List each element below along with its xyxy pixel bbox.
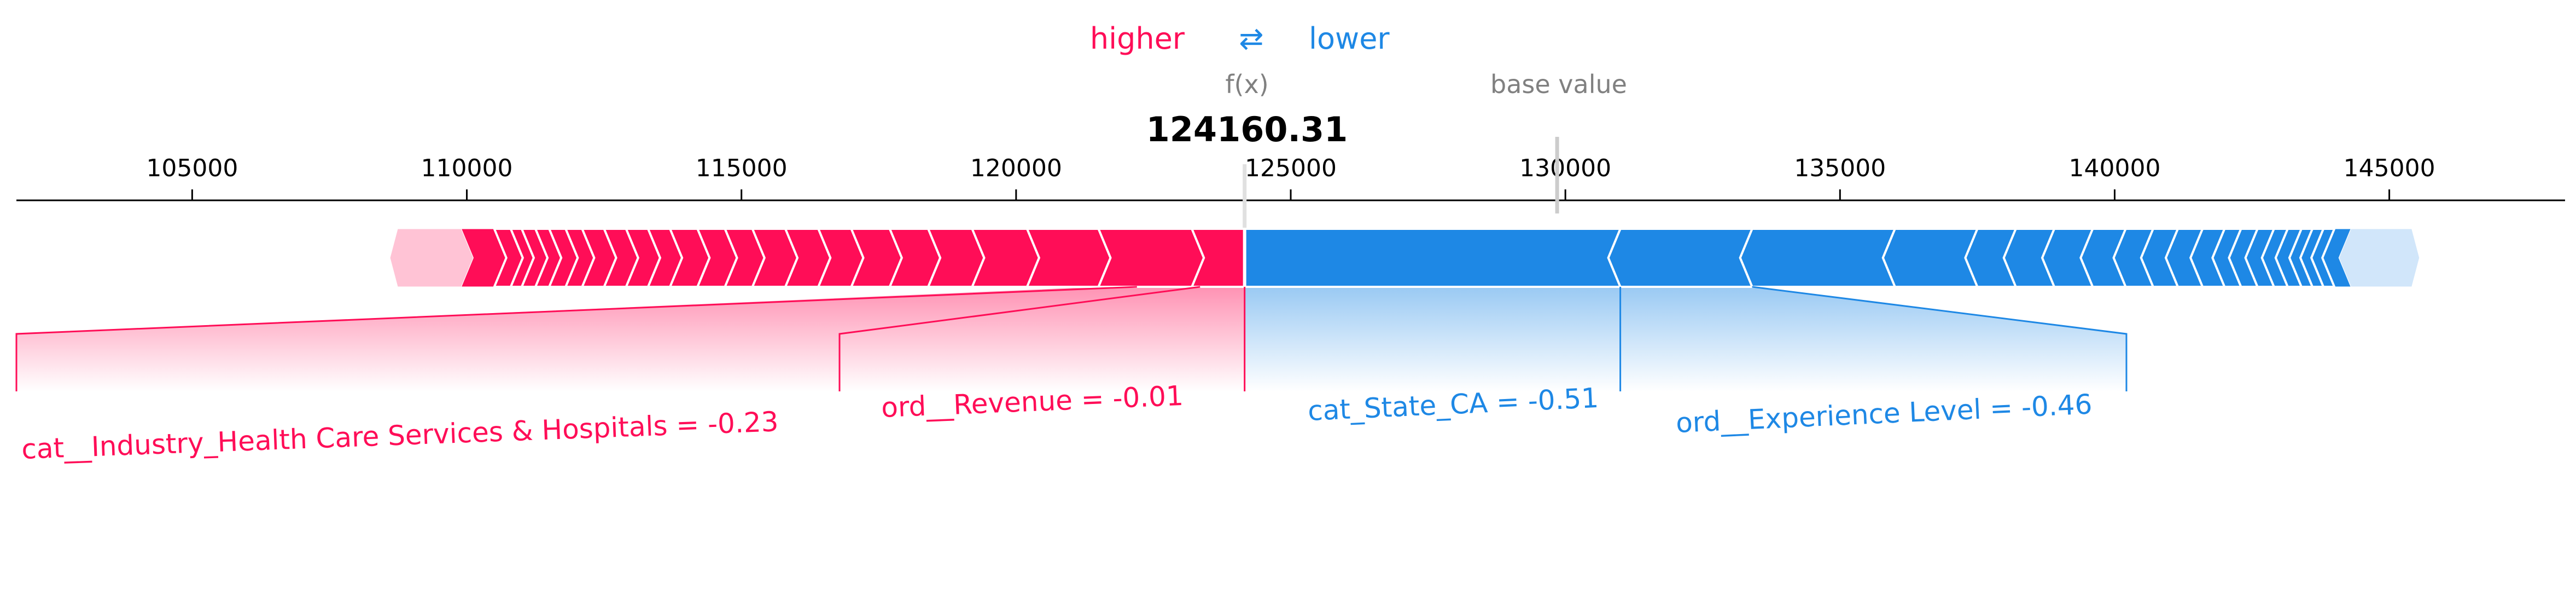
x-tick-label: 130000 bbox=[1519, 154, 1611, 182]
x-tick-label: 110000 bbox=[421, 154, 513, 182]
feature-connector bbox=[1752, 286, 2128, 391]
feature-connector bbox=[15, 286, 1137, 391]
x-tick-label: 115000 bbox=[696, 154, 788, 182]
negative-force-segment bbox=[1607, 228, 1754, 288]
negative-force-segment bbox=[2338, 228, 2420, 287]
feature-labels: cat__Industry_Health Care Services & Hos… bbox=[21, 380, 2093, 465]
positive-force-segment bbox=[1097, 228, 1205, 288]
legend-lower-label: lower bbox=[1309, 21, 1390, 56]
fx-value: 124160.31 bbox=[1146, 109, 1348, 149]
x-tick-label: 125000 bbox=[1245, 154, 1337, 182]
positive-force-segment bbox=[389, 228, 474, 287]
negative-force-segment bbox=[1881, 228, 1979, 288]
fx-label: f(x) bbox=[1225, 70, 1268, 99]
feature-label: ord__Experience Level = -0.46 bbox=[1675, 388, 2093, 438]
x-tick-label: 135000 bbox=[1794, 154, 1886, 182]
feature-connector bbox=[838, 286, 1200, 391]
negative-label-fill bbox=[1244, 287, 2126, 391]
positive-force-segment bbox=[1190, 228, 1246, 288]
feature-label-fills bbox=[16, 287, 2126, 391]
feature-label-lines bbox=[15, 286, 2128, 391]
x-tick-label: 120000 bbox=[970, 154, 1062, 182]
legend-higher-label: higher bbox=[1090, 21, 1185, 56]
feature-label: cat__Industry_Health Care Services & Hos… bbox=[21, 406, 779, 465]
negative-force-segment bbox=[1243, 228, 1622, 288]
negative-force-segment bbox=[1739, 228, 1897, 288]
base-value-label: base value bbox=[1490, 70, 1627, 99]
x-tick-label: 105000 bbox=[146, 154, 238, 182]
x-tick-label: 145000 bbox=[2344, 154, 2435, 182]
positive-force-segment bbox=[1025, 228, 1112, 288]
force-bars bbox=[389, 228, 2420, 288]
swap-arrows-icon: ⇄ bbox=[1239, 21, 1263, 56]
positive-label-fill bbox=[16, 287, 1245, 391]
x-axis-ticks: 105000 110000 115000 120000 125000 130000 1350… bbox=[146, 154, 2435, 200]
x-tick-label: 140000 bbox=[2068, 154, 2160, 182]
